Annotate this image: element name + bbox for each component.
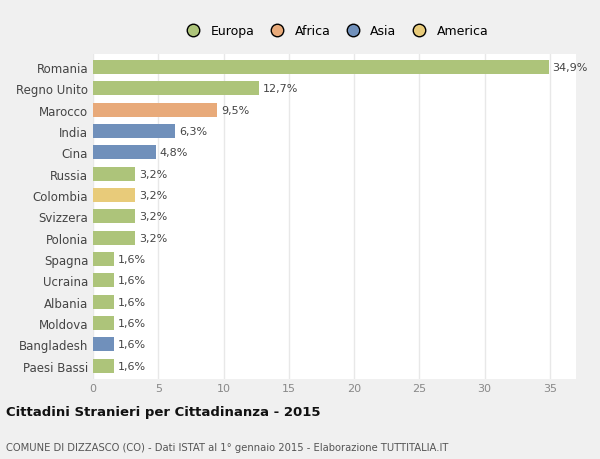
Bar — [93, 61, 548, 75]
Text: 3,2%: 3,2% — [139, 233, 167, 243]
Bar — [93, 82, 259, 96]
Legend: Europa, Africa, Asia, America: Europa, Africa, Asia, America — [178, 22, 491, 40]
Text: 4,8%: 4,8% — [160, 148, 188, 158]
Bar — [93, 231, 135, 245]
Text: 1,6%: 1,6% — [118, 254, 146, 264]
Text: COMUNE DI DIZZASCO (CO) - Dati ISTAT al 1° gennaio 2015 - Elaborazione TUTTITALI: COMUNE DI DIZZASCO (CO) - Dati ISTAT al … — [6, 442, 448, 452]
Bar — [93, 210, 135, 224]
Bar — [93, 252, 114, 266]
Text: 3,2%: 3,2% — [139, 190, 167, 201]
Bar — [93, 168, 135, 181]
Bar — [93, 359, 114, 373]
Bar — [93, 146, 155, 160]
Bar — [93, 338, 114, 352]
Bar — [93, 316, 114, 330]
Bar — [93, 104, 217, 118]
Text: 1,6%: 1,6% — [118, 276, 146, 286]
Text: 1,6%: 1,6% — [118, 319, 146, 328]
Text: 3,2%: 3,2% — [139, 169, 167, 179]
Text: 3,2%: 3,2% — [139, 212, 167, 222]
Text: Cittadini Stranieri per Cittadinanza - 2015: Cittadini Stranieri per Cittadinanza - 2… — [6, 405, 320, 419]
Text: 6,3%: 6,3% — [179, 127, 207, 137]
Text: 1,6%: 1,6% — [118, 361, 146, 371]
Bar — [93, 125, 175, 139]
Text: 12,7%: 12,7% — [263, 84, 298, 94]
Bar — [93, 295, 114, 309]
Text: 34,9%: 34,9% — [553, 63, 588, 73]
Bar — [93, 189, 135, 202]
Text: 1,6%: 1,6% — [118, 340, 146, 350]
Text: 1,6%: 1,6% — [118, 297, 146, 307]
Bar — [93, 274, 114, 288]
Text: 9,5%: 9,5% — [221, 106, 249, 115]
